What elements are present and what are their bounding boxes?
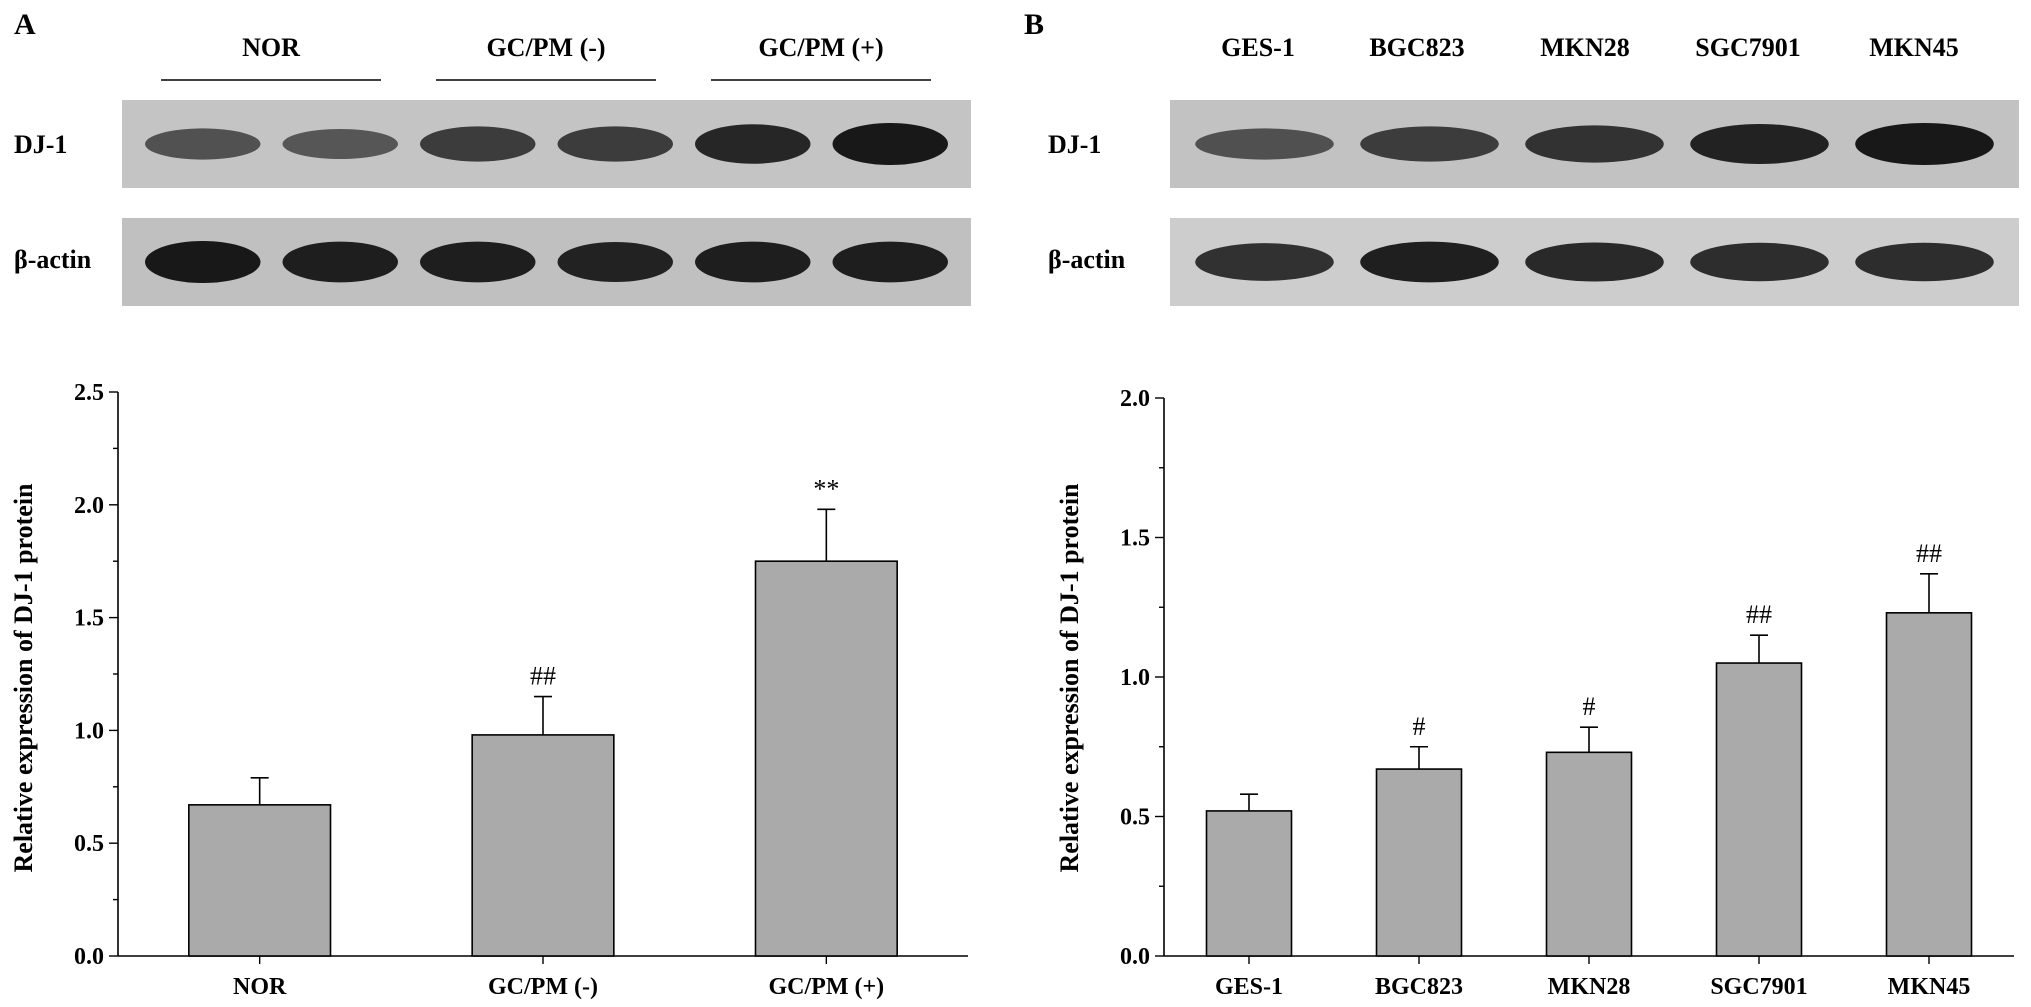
- panel-b-x-tick-label-bgc823: BGC823: [1375, 974, 1463, 1000]
- panel-b-lane-label-bgc823: BGC823: [1369, 33, 1464, 62]
- panel-a-actin-band-2: [282, 241, 398, 283]
- panel-a-bar-gc-pm: [754, 560, 898, 957]
- panel-b-dj1-band-5: [1855, 123, 1994, 165]
- panel-a-row-label-actin: β-actin: [14, 245, 92, 274]
- panel-a-bands-actin: [145, 241, 948, 283]
- panel-a-y-tick-label: 2.0: [74, 493, 104, 519]
- panel-a-y-tick-label: 0.0: [74, 944, 104, 970]
- panel-a-ylabel: Relative expression of DJ-1 protein: [9, 483, 38, 873]
- panel-a-dj1-band-5: [695, 124, 811, 164]
- panel-a-bands-dj1: [145, 123, 948, 165]
- panel-a-actin-band-1: [145, 241, 261, 283]
- panel-b-annotation-bgc823: #: [1413, 712, 1426, 741]
- panel-a-blot-strip-dj1: [122, 100, 971, 188]
- panel-b-dj1-band-1: [1195, 128, 1334, 160]
- panel-b-y-tick-label: 1.0: [1120, 665, 1150, 691]
- panel-a-y-tick-label: 1.0: [74, 718, 104, 744]
- panel-a-annotation-gc-pm: ##: [530, 662, 556, 691]
- panel-b-bands-actin: [1195, 241, 1994, 283]
- panel-b-lane-label-sgc7901: SGC7901: [1695, 33, 1800, 62]
- panel-b-lane-label-mkn28: MKN28: [1540, 33, 1630, 62]
- panel-a-x-tick-label-gc-pm: GC/PM (+): [769, 974, 885, 1000]
- panel-a-actin-band-5: [695, 241, 811, 283]
- panel-a-bar-gc-pm: [471, 734, 615, 957]
- panel-b-y-tick-label: 1.5: [1120, 526, 1150, 552]
- panel-a-dj1-band-2: [282, 129, 398, 159]
- panel-b-bar-sgc7901: [1715, 662, 1803, 957]
- panel-a-actin-band-4: [557, 241, 673, 283]
- panel-a-x-tick-label-nor: NOR: [233, 974, 287, 1000]
- panel-b-ylabel: Relative expression of DJ-1 protein: [1055, 483, 1084, 873]
- panel-a-letter: A: [14, 8, 36, 41]
- panel-b-dj1-band-2: [1360, 126, 1499, 162]
- panel-b-blot: GES-1 BGC823 MKN28 SGC7901 MKN45 DJ-1 β-…: [1048, 33, 2019, 306]
- panel-b-annotation-mkn28: #: [1583, 692, 1596, 721]
- panel-a-annotation-gc-pm: **: [813, 474, 839, 503]
- panel-b-actin-band-5: [1855, 242, 1994, 282]
- panel-b-actin-band-4: [1690, 242, 1829, 282]
- panel-b-bands-dj1: [1195, 123, 1994, 165]
- panel-a-actin-band-6: [832, 241, 948, 283]
- panel-b-annotation-sgc7901: ##: [1746, 600, 1772, 629]
- panel-b-y-tick-label: 2.0: [1120, 386, 1150, 412]
- panel-b-lane-label-ges1: GES-1: [1221, 33, 1295, 62]
- panel-b-bar-mkn28: [1545, 751, 1633, 957]
- panel-a-blot-strip-actin: [122, 218, 971, 306]
- panel-b-x-tick-label-mkn28: MKN28: [1548, 974, 1631, 1000]
- panel-a-chart: Relative expression of DJ-1 protein 0.0 0…: [9, 380, 968, 1000]
- panel-b-dj1-band-3: [1525, 125, 1664, 163]
- panel-b-x-tick-label-sgc7901: SGC7901: [1710, 974, 1807, 1000]
- panel-a-bar-nor: [188, 804, 332, 957]
- panel-b-actin-band-3: [1525, 242, 1664, 282]
- panel-b-row-label-actin: β-actin: [1048, 245, 1126, 274]
- panel-a-row-label-dj1: DJ-1: [14, 130, 67, 159]
- panel-b-x-tick-label-ges-1: GES-1: [1215, 974, 1283, 1000]
- panel-b-chart: Relative expression of DJ-1 protein 0.0 0…: [1055, 386, 2014, 1000]
- panel-b-dj1-band-4: [1690, 123, 1829, 165]
- panel-b-y-tick-label: 0.5: [1120, 805, 1150, 831]
- panel-b-lane-label-mkn45: MKN45: [1869, 33, 1959, 62]
- panel-a: A NOR GC/PM (-) GC/PM (+) DJ-1 β-actin R…: [9, 8, 971, 1000]
- panel-a-actin-band-3: [420, 241, 536, 283]
- panel-b-annotation-mkn45: ##: [1916, 539, 1942, 568]
- panel-b-actin-band-2: [1360, 241, 1499, 283]
- panel-a-lane-label-nor: NOR: [242, 33, 300, 62]
- panel-a-dj1-band-1: [145, 128, 261, 160]
- panel-b-y-tick-label: 0.0: [1120, 944, 1150, 970]
- panel-a-y-tick-label: 1.5: [74, 606, 104, 632]
- panel-b-row-label-dj1: DJ-1: [1048, 130, 1101, 159]
- panel-b-x-tick-label-mkn45: MKN45: [1888, 974, 1971, 1000]
- panel-b-bar-ges-1: [1205, 810, 1293, 957]
- panel-b: B GES-1 BGC823 MKN28 SGC7901 MKN45 DJ-1 …: [1024, 8, 2019, 1000]
- panel-b-bar-mkn45: [1885, 612, 1973, 957]
- panel-a-dj1-band-3: [420, 126, 536, 162]
- panel-b-letter: B: [1024, 8, 1044, 41]
- panel-a-lane-label-gcpm-pos: GC/PM (+): [758, 33, 883, 62]
- panel-a-lane-label-gcpm-neg: GC/PM (-): [486, 33, 605, 62]
- panel-a-y-tick-label: 0.5: [74, 831, 104, 857]
- panel-a-x-tick-label-gc-pm: GC/PM (-): [488, 974, 598, 1000]
- panel-b-bar-bgc823: [1375, 768, 1463, 957]
- panel-a-blot: NOR GC/PM (-) GC/PM (+) DJ-1 β-actin: [14, 33, 971, 306]
- panel-b-actin-band-1: [1195, 243, 1334, 281]
- panel-a-dj1-band-6: [832, 123, 948, 165]
- panel-a-y-tick-label: 2.5: [74, 380, 104, 406]
- panel-a-dj1-band-4: [557, 126, 673, 162]
